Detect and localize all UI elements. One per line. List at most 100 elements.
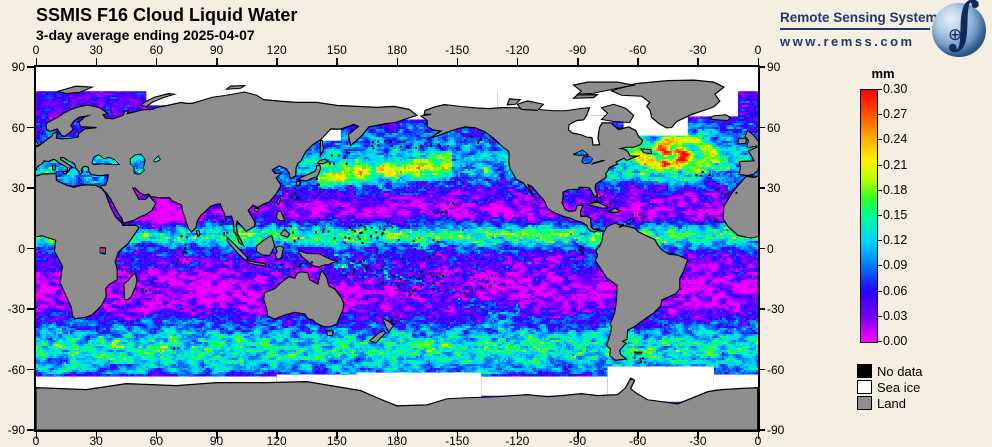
lon-tick-label: 180 xyxy=(386,434,408,447)
colorbar-tick-label: 0.15 xyxy=(883,208,908,222)
legend-label: Land xyxy=(877,395,906,411)
lon-tick-label: -60 xyxy=(628,434,647,447)
lon-tick-mark xyxy=(697,58,699,65)
page-subtitle: 3-day average ending 2025-04-07 xyxy=(36,27,255,43)
colorbar-tick-mark xyxy=(877,341,882,342)
lat-tick-label: 30 xyxy=(11,181,25,195)
lat-tick-label: -30 xyxy=(767,302,785,316)
colorbar-tick-mark xyxy=(877,265,882,267)
lon-tick-mark xyxy=(95,432,98,439)
crosshair-icon: ⊕ xyxy=(948,25,963,44)
legend-swatch xyxy=(857,380,872,394)
lon-tick-mark xyxy=(35,58,37,65)
lat-tick-label: 90 xyxy=(767,60,781,74)
map-legend: No data Sea ice Land xyxy=(857,363,923,411)
colorbar-tick-mark xyxy=(877,139,882,141)
lon-tick-label: 150 xyxy=(326,43,347,57)
lon-tick-mark xyxy=(577,432,579,439)
colorbar-units-label: mm xyxy=(871,66,895,81)
lat-tick-label: 30 xyxy=(767,181,781,195)
legend-label: Sea ice xyxy=(877,379,921,395)
lon-tick-mark xyxy=(637,58,639,65)
lon-tick-label: 60 xyxy=(149,43,164,57)
lat-tick-mark xyxy=(27,187,34,189)
lat-tick-mark xyxy=(758,429,765,431)
page-title: SSMIS F16 Cloud Liquid Water xyxy=(36,5,298,25)
legend-row: Land xyxy=(857,395,923,411)
colorbar-tick-label: 0.30 xyxy=(883,82,908,96)
earth-globe-icon: ∫ ⊕ xyxy=(932,0,986,57)
lon-tick-mark xyxy=(456,432,459,439)
lon-tick-mark xyxy=(396,58,398,65)
lon-tick-label: 0 xyxy=(754,43,762,57)
colorbar-tick-label: 0.18 xyxy=(883,182,908,197)
lon-tick-label: -120 xyxy=(505,43,530,57)
lat-tick-mark xyxy=(758,368,765,371)
map-frame xyxy=(34,65,760,432)
colorbar-tick-mark xyxy=(877,315,882,317)
legend-label: No data xyxy=(877,363,923,379)
lat-tick-label: -60 xyxy=(7,362,25,377)
lat-tick-mark xyxy=(758,247,765,250)
lon-tick-mark xyxy=(216,432,218,439)
legend-row: No data xyxy=(857,363,923,379)
colorbar-tick-mark xyxy=(877,290,882,292)
lat-tick-label: 60 xyxy=(767,120,781,135)
colorbar-tick-mark xyxy=(877,164,882,166)
lat-tick-label: 90 xyxy=(11,60,25,74)
lon-tick-label: 0 xyxy=(754,434,762,447)
legend-swatch xyxy=(857,364,872,378)
lat-tick-mark xyxy=(27,368,34,371)
lon-tick-label: 90 xyxy=(209,434,224,447)
lon-tick-mark xyxy=(276,58,278,65)
lon-tick-mark xyxy=(336,432,338,439)
colorbar-tick-mark xyxy=(877,114,882,116)
lon-tick-label: 0 xyxy=(32,434,40,447)
lon-tick-mark xyxy=(396,432,398,439)
lon-tick-label: -150 xyxy=(445,434,470,447)
lon-tick-label: 120 xyxy=(266,43,287,57)
colorbar-tick-label: 0.24 xyxy=(883,132,908,147)
lon-tick-mark xyxy=(336,58,338,65)
lon-tick-label: 30 xyxy=(89,434,103,447)
world-map-canvas xyxy=(36,67,758,430)
colorbar-tick-label: 0.21 xyxy=(883,157,908,172)
lat-tick-mark xyxy=(758,66,765,68)
colorbar-tick-label: 0.00 xyxy=(883,334,908,348)
lat-tick-label: 0 xyxy=(767,241,774,256)
lon-tick-label: 120 xyxy=(266,434,287,447)
colorbar-tick-label: 0.06 xyxy=(883,283,908,298)
lon-tick-mark xyxy=(697,432,699,439)
lon-tick-label: -150 xyxy=(445,43,470,57)
colorbar-tick-label: 0.12 xyxy=(883,233,908,248)
lon-tick-mark xyxy=(516,432,519,439)
lat-tick-label: 0 xyxy=(18,241,25,256)
lon-tick-label: 0 xyxy=(32,43,40,57)
legend-row: Sea ice xyxy=(857,379,923,395)
lon-tick-mark xyxy=(577,58,579,65)
lat-tick-label: -90 xyxy=(767,423,785,437)
lat-tick-mark xyxy=(758,187,765,189)
lat-tick-label: -90 xyxy=(7,423,25,437)
lon-tick-label: -60 xyxy=(628,43,647,57)
colorbar-tick-label: 0.09 xyxy=(883,258,908,273)
lat-tick-label: 60 xyxy=(11,120,25,135)
colorbar-tick-mark xyxy=(877,189,882,191)
lon-tick-mark xyxy=(276,432,278,439)
colorbar xyxy=(860,89,878,343)
lat-tick-mark xyxy=(27,308,34,310)
lon-tick-mark xyxy=(95,58,98,65)
lon-tick-mark xyxy=(637,432,639,439)
lon-tick-label: -120 xyxy=(505,434,530,447)
colorbar-tick-mark xyxy=(877,89,882,90)
lat-tick-mark xyxy=(27,126,34,129)
lat-tick-mark xyxy=(758,126,765,129)
colorbar-tick-label: 0.03 xyxy=(883,308,908,323)
remss-logo-name: Remote Sensing Systems xyxy=(780,10,945,30)
lon-tick-label: -30 xyxy=(689,434,707,447)
lon-tick-mark xyxy=(155,58,158,65)
lon-tick-mark xyxy=(757,58,759,65)
lat-tick-label: -30 xyxy=(7,302,25,316)
lat-tick-mark xyxy=(27,247,34,250)
